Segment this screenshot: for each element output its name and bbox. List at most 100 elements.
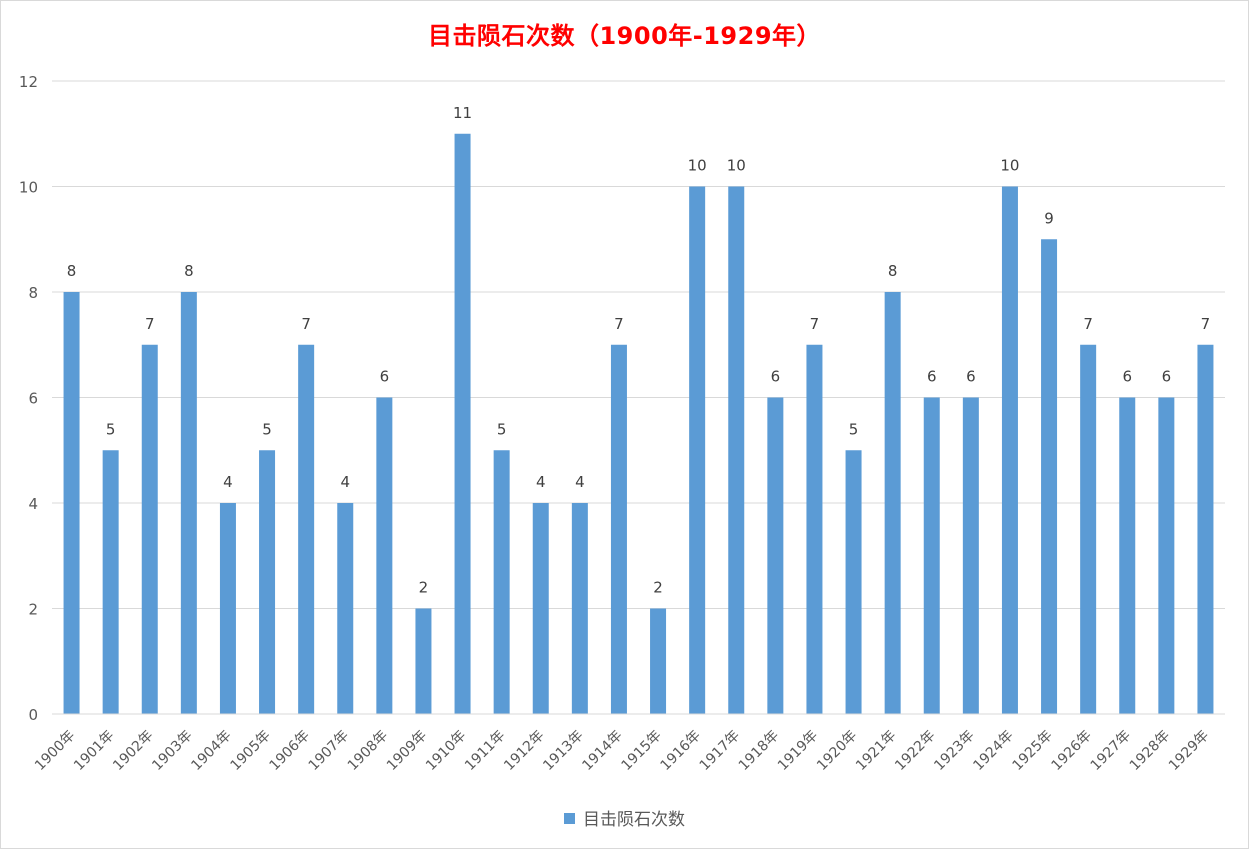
x-tick-label: 1915年 xyxy=(618,728,664,774)
bar xyxy=(689,186,706,714)
bar xyxy=(610,344,627,714)
x-tick-label: 1903年 xyxy=(149,728,195,774)
bar xyxy=(806,344,823,714)
x-tick-label: 1908年 xyxy=(345,728,391,774)
data-label: 7 xyxy=(301,315,311,333)
bar xyxy=(454,133,471,714)
bar xyxy=(1119,397,1136,714)
x-tick-label: 1916年 xyxy=(658,728,704,774)
data-label: 7 xyxy=(1201,315,1211,333)
data-label: 6 xyxy=(771,368,781,386)
bar xyxy=(415,608,432,714)
chart-title: 目击陨石次数（1900年-1929年） xyxy=(427,22,822,50)
x-tick-label: 1917年 xyxy=(697,728,743,774)
x-tick-label: 1907年 xyxy=(306,728,352,774)
bar xyxy=(1158,397,1175,714)
x-tick-label: 1905年 xyxy=(227,728,273,774)
bar xyxy=(1001,186,1018,714)
x-tick-label: 1928年 xyxy=(1127,728,1173,774)
x-tick-label: 1919年 xyxy=(775,728,821,774)
data-label: 10 xyxy=(688,157,707,175)
bar xyxy=(728,186,745,714)
data-label: 8 xyxy=(67,262,77,280)
bar xyxy=(259,450,276,714)
bar xyxy=(219,503,236,714)
x-tick-label: 1901年 xyxy=(71,728,117,774)
bar xyxy=(1041,239,1058,714)
data-label: 7 xyxy=(1083,315,1093,333)
x-tick-label: 1922年 xyxy=(892,728,938,774)
data-label: 7 xyxy=(614,315,624,333)
y-tick-label: 10 xyxy=(19,179,38,197)
x-tick-label: 1923年 xyxy=(931,728,977,774)
bar xyxy=(180,292,197,714)
data-label: 5 xyxy=(497,420,507,438)
legend: 目击陨石次数 xyxy=(0,805,1249,830)
data-label: 4 xyxy=(340,473,350,491)
data-label: 6 xyxy=(1162,368,1172,386)
data-label: 6 xyxy=(966,368,976,386)
x-tick-label: 1918年 xyxy=(736,728,782,774)
bar xyxy=(337,503,354,714)
bar xyxy=(571,503,588,714)
y-tick-label: 8 xyxy=(28,284,38,302)
data-label: 4 xyxy=(575,473,585,491)
data-label: 4 xyxy=(223,473,233,491)
data-label: 2 xyxy=(419,579,429,597)
data-label: 9 xyxy=(1044,209,1054,227)
x-tick-label: 1926年 xyxy=(1049,728,1095,774)
x-tick-label: 1902年 xyxy=(110,728,156,774)
bar xyxy=(63,292,80,714)
x-tick-label: 1909年 xyxy=(384,728,430,774)
x-tick-label: 1929年 xyxy=(1166,728,1212,774)
data-label: 10 xyxy=(1000,157,1019,175)
bar xyxy=(532,503,549,714)
x-tick-label: 1912年 xyxy=(501,728,547,774)
data-label: 4 xyxy=(536,473,546,491)
x-tick-label: 1900年 xyxy=(32,728,78,774)
bar xyxy=(767,397,784,714)
data-label: 6 xyxy=(927,368,937,386)
x-tick-label: 1911年 xyxy=(462,728,508,774)
x-tick-label: 1927年 xyxy=(1088,728,1134,774)
y-tick-label: 12 xyxy=(19,73,38,91)
data-label: 5 xyxy=(849,420,859,438)
y-tick-label: 2 xyxy=(28,601,38,619)
x-tick-label: 1910年 xyxy=(423,728,469,774)
bar xyxy=(1080,344,1097,714)
data-label: 8 xyxy=(184,262,194,280)
x-tick-label: 1920年 xyxy=(814,728,860,774)
x-tick-label: 1914年 xyxy=(579,728,625,774)
bar xyxy=(141,344,158,714)
x-tick-label: 1925年 xyxy=(1009,728,1055,774)
y-tick-label: 0 xyxy=(28,706,38,724)
bar xyxy=(650,608,667,714)
x-tick-label: 1906年 xyxy=(267,728,313,774)
data-label: 5 xyxy=(262,420,272,438)
bar xyxy=(1197,344,1214,714)
data-label: 8 xyxy=(888,262,898,280)
x-tick-label: 1924年 xyxy=(970,728,1016,774)
legend-label: 目击陨石次数 xyxy=(583,810,685,830)
bar xyxy=(884,292,901,714)
data-label: 5 xyxy=(106,420,116,438)
bar xyxy=(298,344,315,714)
bar xyxy=(376,397,393,714)
legend-swatch xyxy=(564,813,575,824)
bar xyxy=(923,397,940,714)
data-label: 11 xyxy=(453,104,472,122)
y-tick-label: 4 xyxy=(28,495,38,513)
x-tick-label: 1913年 xyxy=(540,728,586,774)
data-label: 10 xyxy=(727,157,746,175)
data-label: 6 xyxy=(380,368,390,386)
x-tick-label: 1921年 xyxy=(853,728,899,774)
data-label: 7 xyxy=(810,315,820,333)
bar xyxy=(493,450,510,714)
bar xyxy=(102,450,119,714)
data-label: 6 xyxy=(1122,368,1132,386)
bar xyxy=(962,397,979,714)
bar xyxy=(845,450,862,714)
data-label: 2 xyxy=(653,579,663,597)
y-tick-label: 6 xyxy=(28,390,38,408)
